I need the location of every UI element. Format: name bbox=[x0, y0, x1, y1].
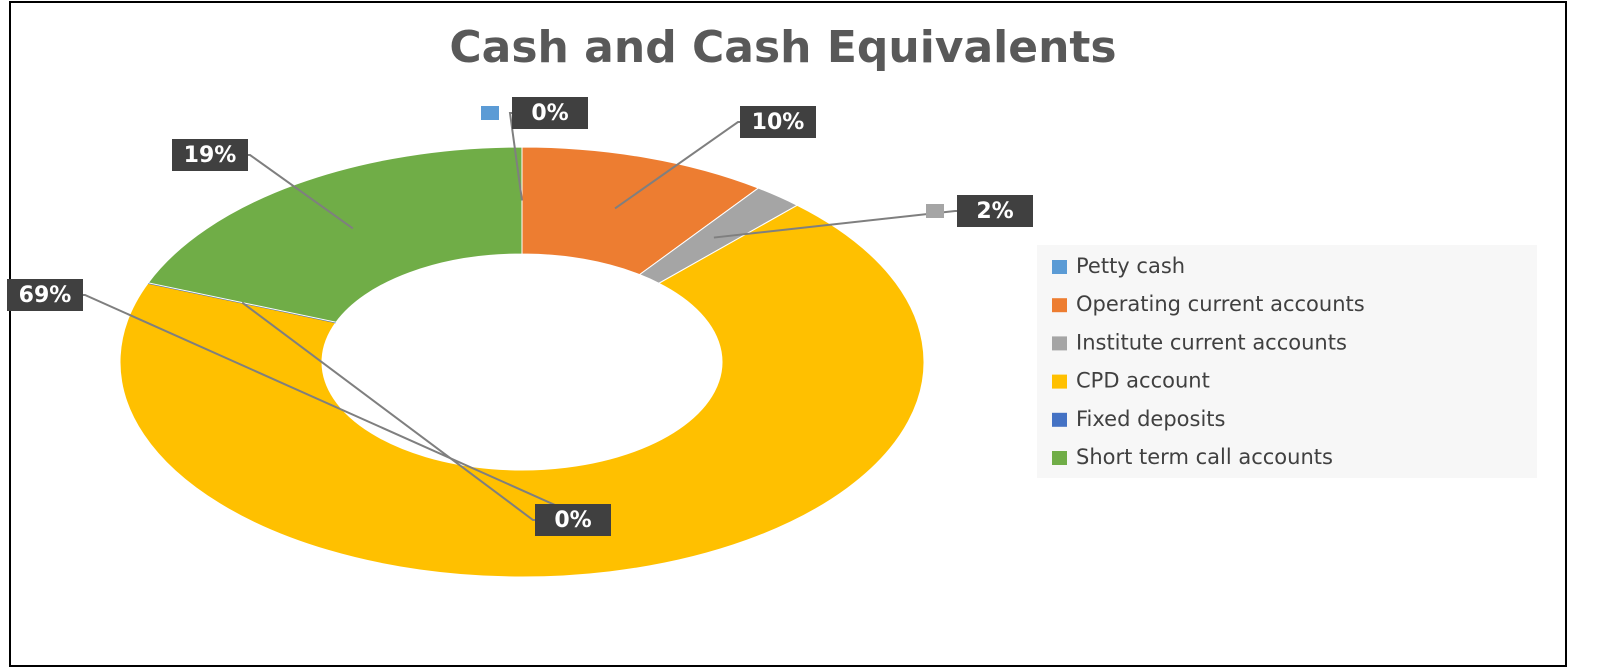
legend-label: CPD account bbox=[1076, 369, 1210, 393]
legend-label: Short term call accounts bbox=[1076, 445, 1333, 469]
label-box bbox=[535, 504, 611, 536]
labels: 0% 10% 2% 69% 0% 19% bbox=[7, 97, 1033, 536]
label-box bbox=[512, 97, 588, 129]
legend-swatch bbox=[1052, 298, 1067, 313]
slice bbox=[147, 146, 523, 323]
legend-label: Institute current accounts bbox=[1076, 330, 1347, 354]
label-key bbox=[481, 106, 499, 120]
chart-title: Cash and Cash Equivalents bbox=[449, 22, 1116, 73]
legend-swatch bbox=[1052, 336, 1067, 351]
data-label: 10% bbox=[752, 110, 805, 135]
legend-swatch bbox=[1052, 260, 1067, 274]
slice bbox=[119, 204, 925, 578]
legend-swatch bbox=[1052, 451, 1067, 465]
label-box bbox=[957, 195, 1033, 227]
data-label: 0% bbox=[554, 508, 591, 533]
legend-swatch bbox=[1052, 412, 1067, 427]
legend-label: Fixed deposits bbox=[1076, 407, 1225, 431]
data-label: 69% bbox=[19, 283, 72, 308]
label-box bbox=[172, 139, 248, 171]
data-label: 19% bbox=[184, 143, 237, 168]
label-key bbox=[926, 204, 944, 218]
legend: Petty cash Operating current accounts Inst… bbox=[1052, 254, 1365, 469]
data-label: 0% bbox=[531, 101, 568, 126]
legend-label: Petty cash bbox=[1076, 254, 1185, 278]
legend-box bbox=[1037, 245, 1537, 478]
slices bbox=[119, 146, 925, 578]
slice bbox=[521, 146, 760, 276]
data-label: 2% bbox=[976, 199, 1013, 224]
legend-label: Operating current accounts bbox=[1076, 292, 1365, 316]
label-box bbox=[7, 279, 83, 311]
label-box bbox=[740, 106, 816, 138]
legend-swatch bbox=[1052, 374, 1067, 389]
